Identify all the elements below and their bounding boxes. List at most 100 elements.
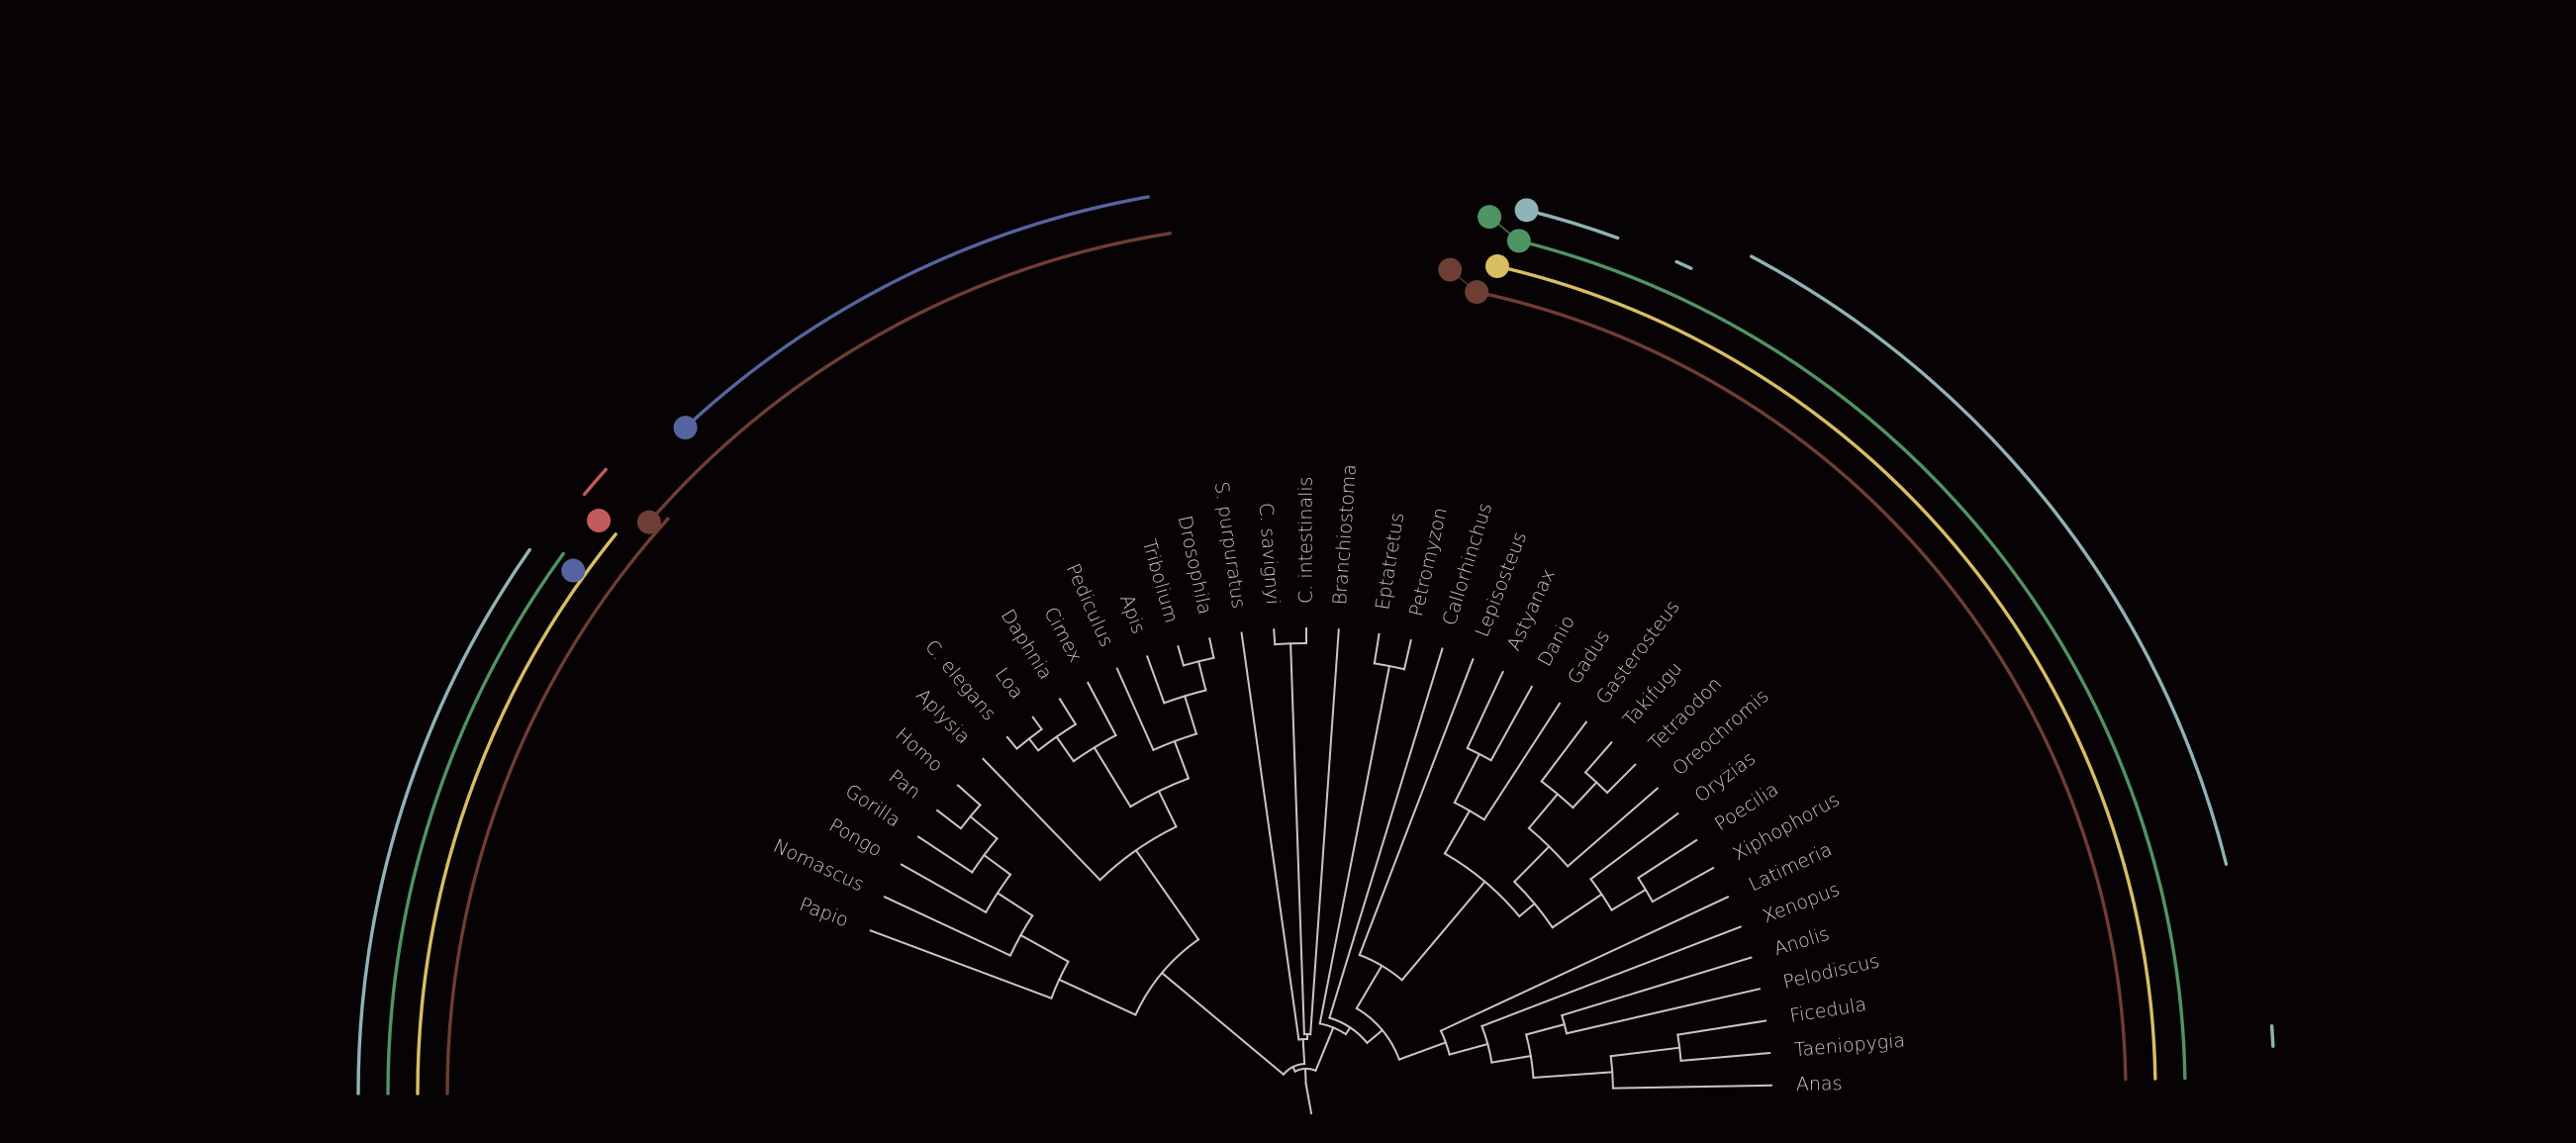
- node-arc: [1466, 746, 1493, 762]
- node-arc: [1152, 732, 1198, 752]
- internal-branch: [1610, 888, 1648, 911]
- taxon-label-pelodiscus: Pelodiscus: [1781, 950, 1881, 994]
- internal-branch: [1027, 737, 1040, 752]
- internal-branch: [1517, 902, 1537, 918]
- blue-marker-protostome[interactable]: [673, 416, 698, 440]
- node-arc: [1540, 780, 1574, 810]
- node-arc: [1355, 1006, 1401, 1061]
- internal-branch: [1314, 1037, 1331, 1073]
- ring-teal-tick: [2269, 1024, 2275, 1048]
- internal-branch: [1532, 1071, 1614, 1080]
- branch-pongo: [900, 863, 988, 914]
- internal-branch: [1344, 1025, 1352, 1036]
- branch-anolis: [1560, 956, 1753, 1017]
- internal-branch: [1134, 848, 1200, 941]
- brown-marker-protostome[interactable]: [636, 510, 661, 534]
- internal-branch: [1327, 1026, 1335, 1040]
- internal-branch: [1160, 971, 1286, 1077]
- branch-loa: [1031, 715, 1043, 731]
- taxon-label-pan: Pan: [885, 766, 925, 804]
- node-arc: [1512, 880, 1555, 929]
- ring-teal-right: [1750, 254, 2229, 866]
- taxon-label-drosophila: Drosophila: [1174, 514, 1216, 617]
- node-arc: [1293, 1068, 1317, 1074]
- branch-poecilia: [1637, 838, 1698, 880]
- internal-branch: [1057, 978, 1137, 1016]
- node-arc: [1134, 937, 1200, 1016]
- taxon-label-anas: Anas: [1796, 1073, 1843, 1095]
- internal-branch: [1318, 664, 1391, 1025]
- node-arc: [1050, 960, 1070, 1000]
- tree-branches: [869, 627, 1772, 1115]
- branch-drosophila: [1208, 637, 1215, 660]
- branch-c-elegans: [1005, 735, 1018, 750]
- node-arc: [1439, 1029, 1451, 1056]
- branch-xiphophorus: [1685, 866, 1715, 885]
- internal-branch: [1609, 1046, 1681, 1058]
- ring-green-left: [386, 551, 565, 1095]
- node-arc: [1297, 1038, 1308, 1041]
- branch-petromyzon: [1402, 638, 1412, 671]
- node-arc: [1008, 913, 1034, 957]
- node-arc: [1163, 689, 1207, 705]
- ring-yellow-right: [1495, 264, 2157, 1081]
- branch-nomascus: [883, 896, 1012, 957]
- internal-branch: [1453, 752, 1481, 805]
- internal-branch: [1183, 695, 1198, 735]
- branch-pediculus: [1115, 667, 1155, 752]
- node-arc: [959, 804, 982, 830]
- branch-ficedula: [1676, 1019, 1767, 1036]
- internal-branch: [1524, 1022, 1567, 1036]
- branch-oryzias: [1589, 811, 1679, 881]
- taxon-label-ficedula: Ficedula: [1788, 994, 1867, 1027]
- node-arc: [1637, 876, 1655, 904]
- node-arc: [1274, 641, 1308, 646]
- ring-red-short: [582, 467, 608, 497]
- internal-branch: [1448, 1042, 1489, 1056]
- taxon-label-anolis: Anolis: [1771, 923, 1832, 961]
- ring-teal-left: [356, 547, 531, 1095]
- branch-danio: [1489, 685, 1534, 762]
- branch-daphnia: [1058, 698, 1078, 726]
- taxon-label-s-purpuratus: S. purpuratus: [1210, 480, 1250, 610]
- ring-brown-protostome: [647, 232, 1173, 524]
- ring-brown-right: [1475, 290, 2128, 1082]
- internal-branch: [1571, 781, 1598, 810]
- internal-branch: [1301, 1038, 1306, 1066]
- branch-tribolium: [1177, 644, 1186, 667]
- branch-pan: [935, 809, 963, 830]
- branch-apis: [1145, 655, 1166, 705]
- internal-branch: [1512, 844, 1551, 884]
- branch-gasterosteus: [1540, 720, 1588, 783]
- node-arc: [1072, 733, 1117, 763]
- internal-branch: [1551, 893, 1603, 929]
- yellow-marker[interactable]: [1485, 253, 1510, 278]
- ring-blue-protostome: [683, 195, 1150, 429]
- node-arc: [1328, 1016, 1369, 1045]
- node-arc: [1443, 852, 1521, 918]
- annotation-rings: [356, 195, 2275, 1095]
- red-marker[interactable]: [587, 509, 612, 533]
- taxon-label-papio: Papio: [797, 894, 852, 932]
- node-arc: [1358, 953, 1404, 982]
- taxon-labels: PapioNomascusPongoGorillaPanHomoAplysiaC…: [770, 463, 1906, 1095]
- teal-marker[interactable]: [1514, 198, 1539, 223]
- internal-branch: [1055, 735, 1076, 763]
- branch-lepisosteus: [1358, 657, 1475, 957]
- taxon-label-loa: Loa: [991, 664, 1028, 704]
- internal-branch: [1527, 793, 1560, 830]
- branch-pelodiscus: [1565, 988, 1762, 1035]
- taxon-label-gasterosteus: Gasterosteus: [1592, 597, 1684, 709]
- internal-branch: [1366, 1028, 1384, 1045]
- branch-papio: [869, 929, 1053, 1000]
- internal-branch: [1400, 880, 1486, 982]
- branch-taeniopygia: [1679, 1051, 1771, 1062]
- internal-branch: [1490, 1054, 1532, 1064]
- annotation-connector: [1449, 269, 1478, 293]
- node-arc: [1282, 1063, 1306, 1077]
- node-arc: [1453, 801, 1486, 821]
- branch-gadus: [1482, 702, 1562, 821]
- blue-marker-small[interactable]: [561, 558, 586, 583]
- branch-gorilla: [916, 835, 974, 874]
